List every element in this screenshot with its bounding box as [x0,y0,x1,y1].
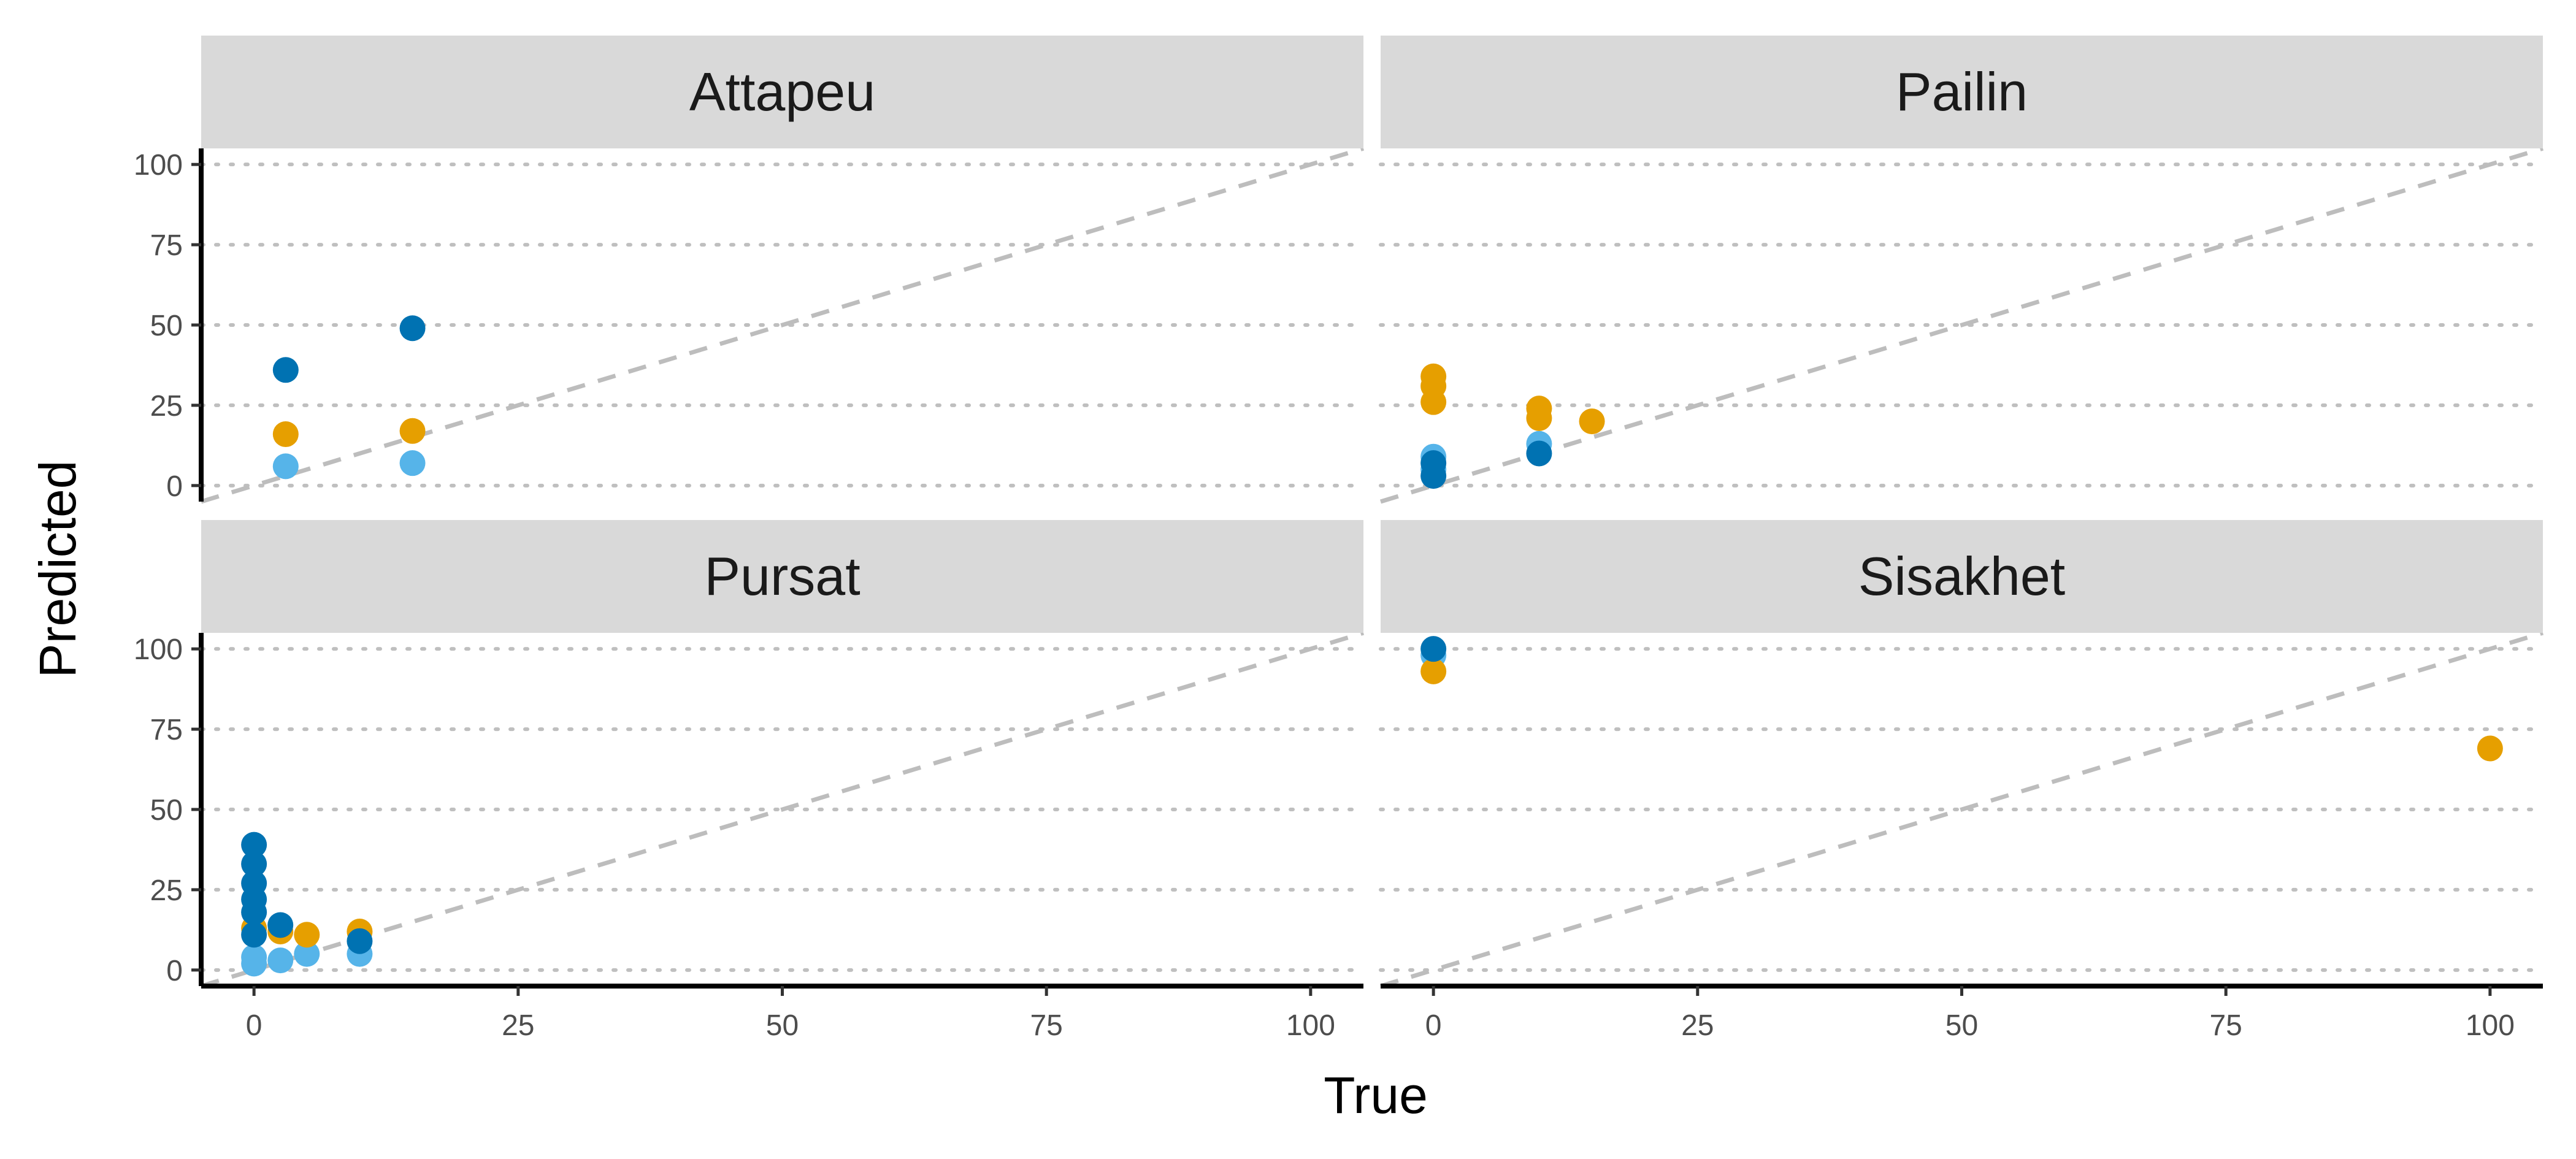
facet-strip-label: Pailin [1896,61,2028,122]
facet-panel-pailin: Pailin [1379,36,2545,504]
facet-panel-sisakhet: Sisakhet [1379,520,2545,989]
data-point-dark-blue [1420,463,1447,489]
x-tick-label: 75 [1030,1009,1062,1042]
data-points [1420,636,2503,762]
data-point-dark-blue [272,357,299,383]
data-point-light-blue [399,450,426,476]
y-tick-label: 100 [134,633,183,666]
data-point-orange [399,418,426,444]
data-point-dark-blue [347,928,373,954]
data-point-light-blue [267,947,294,974]
data-point-dark-blue [241,851,267,878]
y-tick-label: 25 [150,390,183,423]
data-points [272,315,426,480]
data-points [241,832,373,977]
facet-strip [201,36,1363,148]
data-point-orange [1420,389,1447,415]
axes: 0 25 50 75 100 0 25 50 75 100 0 25 50 75 100 0 25 50 75 100 [134,148,2543,1042]
data-point-dark-blue [241,832,267,858]
facet-strip [1381,36,2543,148]
data-point-dark-blue [241,922,267,948]
facet-strip-label: Pursat [704,546,860,606]
data-point-orange [1526,405,1552,431]
y-tick-label: 100 [134,149,183,182]
x-axis-title: True [1324,1066,1428,1124]
x-tick-label: 100 [2466,1009,2515,1042]
y-tick-label: 50 [150,310,183,342]
y-gridlines [199,647,1365,972]
data-point-dark-blue [1526,440,1552,467]
y-tick-label: 75 [150,229,183,262]
facet-strip-label: Attapeu [689,61,875,122]
x-tick-label: 0 [246,1009,263,1042]
x-tick-label: 50 [1945,1009,1978,1042]
y-tick-label: 75 [150,714,183,746]
facet-strip-label: Sisakhet [1858,546,2066,606]
data-point-light-blue [241,951,267,977]
data-point-dark-blue [267,912,294,938]
data-point-orange [1420,658,1447,684]
data-point-dark-blue [399,315,426,342]
data-point-dark-blue [241,899,267,925]
facet-panel-pursat: Pursat [199,520,1365,989]
y-tick-label: 0 [166,955,183,987]
x-tick-label: 50 [766,1009,799,1042]
y-gridlines [1379,163,2545,488]
y-tick-label: 25 [150,874,183,907]
x-tick-label: 0 [1425,1009,1442,1042]
x-tick-label: 100 [1286,1009,1335,1042]
y-tick-label: 0 [166,470,183,503]
facet-strip [201,520,1363,633]
data-point-orange [272,421,299,448]
y-tick-label: 50 [150,794,183,827]
data-point-orange [1579,408,1605,435]
x-tick-label: 75 [2209,1009,2242,1042]
identity-reference-line [1379,630,2544,989]
y-gridlines [1379,647,2545,972]
data-point-light-blue [294,941,320,967]
data-point-dark-blue [1420,636,1447,662]
y-axis-title: Predicted [29,461,86,678]
identity-reference-line [200,146,1365,504]
y-gridlines [199,163,1365,488]
facet-strip [1381,520,2543,633]
data-point-light-blue [272,453,299,480]
data-point-orange [2477,735,2503,762]
identity-reference-line [1379,146,2544,504]
identity-reference-line [200,630,1365,989]
data-points [1420,363,1605,489]
facet-panel-attapeu: Attapeu [199,36,1365,504]
x-tick-label: 25 [1681,1009,1714,1042]
x-tick-label: 25 [502,1009,534,1042]
data-point-orange [294,922,320,948]
